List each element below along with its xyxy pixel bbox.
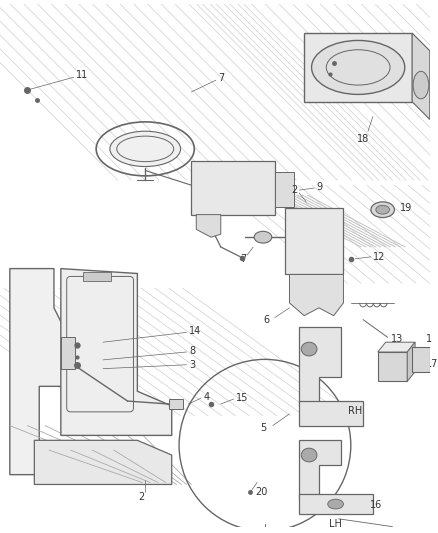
- Text: 7: 7: [218, 73, 224, 83]
- Text: 3: 3: [313, 340, 319, 350]
- Text: LH: LH: [329, 519, 342, 529]
- Bar: [61, 337, 74, 369]
- Text: 20: 20: [255, 487, 268, 497]
- Polygon shape: [304, 33, 412, 102]
- Ellipse shape: [254, 231, 272, 243]
- Bar: [169, 399, 183, 409]
- Polygon shape: [10, 269, 64, 475]
- Polygon shape: [412, 347, 430, 372]
- Text: 18: 18: [357, 134, 369, 144]
- Text: 11: 11: [76, 70, 88, 80]
- Text: 2: 2: [291, 185, 297, 195]
- Bar: [275, 172, 294, 207]
- Polygon shape: [299, 401, 363, 425]
- Text: 2: 2: [138, 492, 145, 502]
- Ellipse shape: [301, 448, 317, 462]
- Polygon shape: [407, 342, 415, 382]
- Text: 1: 1: [426, 334, 432, 344]
- Text: 19: 19: [400, 203, 413, 213]
- Polygon shape: [61, 269, 172, 435]
- Polygon shape: [378, 352, 407, 382]
- Bar: [285, 208, 343, 274]
- Text: 13: 13: [391, 334, 403, 344]
- Polygon shape: [412, 33, 430, 119]
- Polygon shape: [378, 342, 415, 352]
- Bar: [191, 160, 275, 215]
- Text: 15: 15: [236, 393, 248, 403]
- Text: 6: 6: [264, 314, 270, 325]
- Text: 4: 4: [203, 392, 209, 402]
- Polygon shape: [299, 440, 342, 499]
- Text: 5: 5: [260, 423, 266, 433]
- Text: 12: 12: [373, 252, 385, 262]
- Text: 17: 17: [426, 359, 438, 369]
- Text: RH: RH: [348, 406, 363, 416]
- Ellipse shape: [413, 71, 429, 99]
- Text: 14: 14: [189, 326, 201, 336]
- Polygon shape: [196, 215, 221, 237]
- Text: 8: 8: [189, 346, 195, 356]
- Ellipse shape: [301, 342, 317, 356]
- Ellipse shape: [328, 499, 343, 509]
- Text: 3: 3: [189, 360, 195, 370]
- Polygon shape: [290, 274, 343, 316]
- Polygon shape: [299, 494, 373, 514]
- Ellipse shape: [110, 131, 180, 166]
- Text: 16: 16: [370, 500, 382, 510]
- Ellipse shape: [371, 202, 395, 217]
- Polygon shape: [34, 440, 172, 484]
- Text: 7: 7: [240, 254, 247, 264]
- Ellipse shape: [311, 41, 405, 94]
- Bar: [83, 271, 111, 281]
- Text: 9: 9: [316, 182, 322, 192]
- Ellipse shape: [376, 205, 389, 214]
- Polygon shape: [299, 327, 342, 406]
